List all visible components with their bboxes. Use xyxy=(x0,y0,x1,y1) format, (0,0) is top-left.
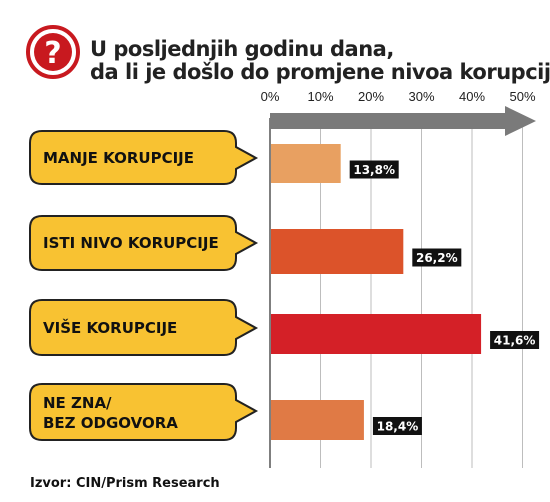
value-label: 13,8% xyxy=(353,163,395,177)
x-tick-label: 10% xyxy=(307,89,333,104)
bar xyxy=(271,400,364,440)
value-label-box xyxy=(490,331,540,349)
x-tick-label: 40% xyxy=(459,89,485,104)
category-label-ne-zna-bez-odgovora: NE ZNA/ BEZ ODGOVORA xyxy=(43,394,178,432)
bar xyxy=(271,229,404,274)
axis-arrow xyxy=(270,106,536,136)
bar xyxy=(271,314,482,354)
source-note: Izvor: CIN/Prism Research xyxy=(30,476,220,491)
value-label: 26,2% xyxy=(416,251,458,265)
axis-layer: 0% 10% 20% 30% 40% 50% xyxy=(261,89,536,468)
x-tick-label: 50% xyxy=(509,89,535,104)
category-callout xyxy=(29,383,259,441)
value-label: 41,6% xyxy=(494,334,536,348)
value-label: 18,4% xyxy=(377,420,419,434)
question-mark-glyph: ? xyxy=(44,36,61,71)
bar-layer: 13,8% 26,2% 41,6% 18,4% xyxy=(271,144,540,440)
x-tick-label: 20% xyxy=(358,89,384,104)
category-callout xyxy=(29,299,259,356)
x-tick-label: 30% xyxy=(408,89,434,104)
chart-title-line-2: da li je došlo do promjene nivoa korupci… xyxy=(90,60,550,84)
category-callout xyxy=(29,130,259,185)
bar xyxy=(271,144,341,183)
value-label-box xyxy=(412,248,462,267)
category-label-isti-nivo-korupcije: ISTI NIVO KORUPCIJE xyxy=(43,234,219,252)
category-label-manje-korupcije: MANJE KORUPCIJE xyxy=(43,149,194,167)
chart-title-line-1: U posljednjih godinu dana, xyxy=(90,37,394,61)
callout-layer xyxy=(29,130,259,441)
category-label-vise-korupcije: VIŠE KORUPCIJE xyxy=(43,319,178,337)
value-label-box xyxy=(372,417,422,435)
icon-layer: ? xyxy=(26,25,80,79)
question-mark-icon-fill xyxy=(34,33,72,71)
value-label-box xyxy=(349,160,399,179)
category-callout xyxy=(29,215,259,271)
x-tick-label: 0% xyxy=(261,89,280,104)
